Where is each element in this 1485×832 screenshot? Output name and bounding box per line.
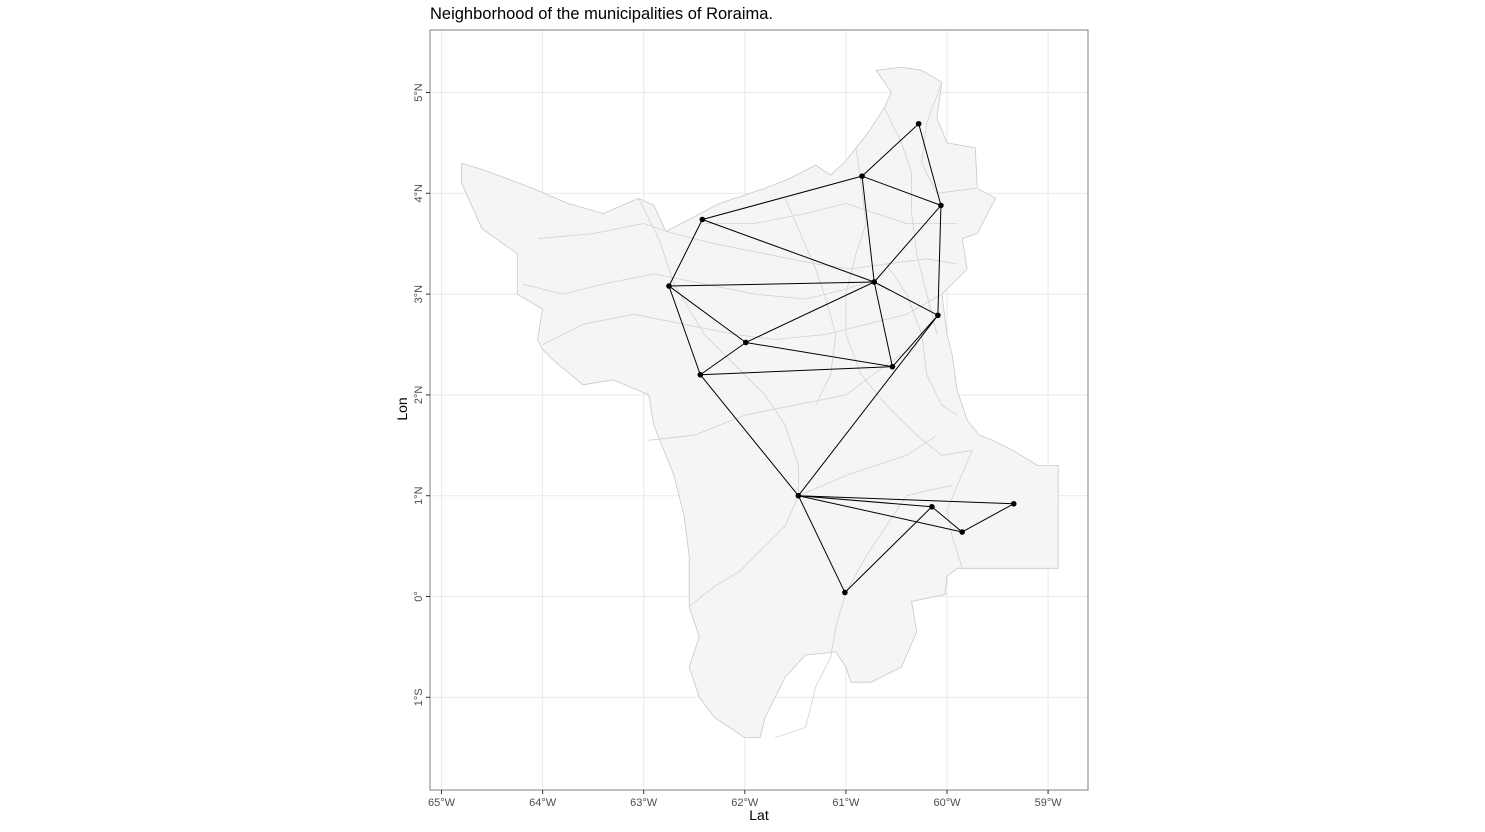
neighbor-edge xyxy=(861,176,875,283)
municipality-border xyxy=(688,495,799,607)
x-tick-label: 64°W xyxy=(529,797,557,809)
neighbor-edges xyxy=(668,123,1014,593)
neighbor-edge xyxy=(699,374,799,497)
y-tick-label: 2°N xyxy=(413,386,425,405)
chart-title: Neighborhood of the municipalities of Ro… xyxy=(430,5,773,23)
neighbor-edge xyxy=(873,281,939,316)
y-tick-label: 3°N xyxy=(413,285,425,304)
municipality-point xyxy=(859,173,865,179)
roraima-state-outline xyxy=(461,66,1059,738)
x-axis-title: Lat xyxy=(749,807,769,823)
x-tick-label: 61°W xyxy=(832,797,860,809)
municipality-border xyxy=(784,198,837,406)
neighbor-edge xyxy=(873,281,893,367)
municipality-point xyxy=(959,529,965,535)
municipality-border xyxy=(921,82,976,194)
x-tick-label: 60°W xyxy=(933,797,961,809)
neighbor-edge xyxy=(798,495,932,508)
municipality-border xyxy=(537,223,958,270)
x-tick-label: 63°W xyxy=(630,797,658,809)
municipality-border xyxy=(845,485,953,593)
neighbor-edge xyxy=(844,506,933,593)
x-tick-label: 59°W xyxy=(1035,797,1063,809)
neighbor-edge xyxy=(861,123,920,177)
municipality-point xyxy=(743,339,749,346)
y-tick-label: 4°N xyxy=(413,184,425,203)
y-axis-title: Lon xyxy=(394,397,410,420)
municipality-border xyxy=(648,344,917,441)
municipality-point xyxy=(929,503,935,510)
neighbor-edge xyxy=(745,281,875,343)
municipality-border xyxy=(946,450,973,569)
neighbor-edge xyxy=(668,281,875,287)
neighbor-edge xyxy=(797,314,939,497)
y-tick-label: 5°N xyxy=(413,83,425,102)
x-tick-label: 65°W xyxy=(428,797,456,809)
neighbor-edge xyxy=(797,495,846,593)
neighbor-edge xyxy=(668,285,701,375)
municipality-point xyxy=(938,202,944,209)
neighbor-edge xyxy=(798,495,1014,505)
y-tick-label: 1°S xyxy=(413,688,425,706)
municipality-border xyxy=(774,592,847,738)
municipality-point xyxy=(666,283,672,289)
municipality-nodes xyxy=(666,120,1017,596)
municipality-point xyxy=(889,363,896,370)
x-tick-label: 62°W xyxy=(731,797,759,809)
neighbor-edge xyxy=(668,219,703,287)
municipality-border xyxy=(883,107,938,335)
municipality-point xyxy=(915,120,922,127)
map-layer xyxy=(461,66,1059,738)
municipality-border xyxy=(885,263,958,416)
neighbor-edge xyxy=(873,205,942,283)
municipality-border xyxy=(704,202,958,224)
municipality-border xyxy=(845,147,973,456)
axes: 65°W 64°W 63°W 62°W 61°W 60°W 59°W 5°N 4°N 3°N 2°N… xyxy=(413,83,1062,809)
neighbor-edge xyxy=(702,219,875,283)
municipality-border xyxy=(542,293,943,345)
municipality-point xyxy=(697,371,704,378)
y-tick-label: 0° xyxy=(413,591,425,602)
neighbor-edge xyxy=(918,123,942,206)
neighbor-edge xyxy=(798,495,963,533)
neighbor-edge xyxy=(745,341,893,368)
neighbor-edge xyxy=(961,503,1014,533)
y-tick-label: 1°N xyxy=(413,486,425,505)
panel-border xyxy=(429,29,1089,791)
neighbor-edge xyxy=(668,285,747,343)
neighbor-edge xyxy=(937,205,942,316)
municipality-point xyxy=(871,279,878,285)
municipality-point xyxy=(1010,500,1017,507)
neighbor-edge xyxy=(931,506,963,533)
municipality-point xyxy=(935,312,941,319)
neighbor-edge xyxy=(700,342,747,376)
neighbor-edge xyxy=(892,314,939,368)
neighbor-edge xyxy=(861,175,942,206)
municipality-border xyxy=(638,198,799,496)
municipality-border xyxy=(798,434,938,497)
neighbor-edge xyxy=(702,175,863,220)
municipality-point xyxy=(795,492,802,499)
municipality-point xyxy=(699,216,706,223)
municipality-point xyxy=(842,589,848,596)
neighbor-edge xyxy=(700,366,893,376)
municipality-border xyxy=(522,273,877,300)
